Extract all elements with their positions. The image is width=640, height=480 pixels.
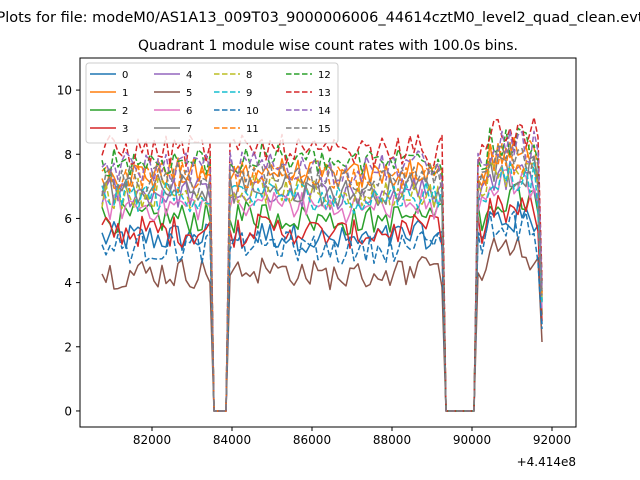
series-line-15 — [101, 143, 543, 412]
legend-label-4: 4 — [186, 70, 192, 81]
legend-label-5: 5 — [186, 88, 192, 99]
figure-suptitle: Plots for file: modeM0/AS1A13_009T03_900… — [0, 10, 640, 26]
x-tick-label: 88000 — [373, 433, 411, 447]
y-tick-label: 0 — [64, 404, 72, 418]
legend-label-15: 15 — [318, 124, 331, 135]
y-tick-label: 10 — [57, 84, 72, 98]
x-tick-label: 92000 — [533, 433, 571, 447]
x-axis-offset-label: +4.414e8 — [517, 455, 576, 469]
x-tick-label: 84000 — [213, 433, 251, 447]
legend-label-3: 3 — [122, 124, 128, 135]
plot-frame — [79, 57, 577, 428]
chart-title: Quadrant 1 module wise count rates with … — [138, 38, 518, 54]
x-axis: 82000 84000 86000 88000 90000 92000 — [133, 427, 571, 447]
legend-label-1: 1 — [122, 88, 128, 99]
legend-label-12: 12 — [318, 70, 331, 81]
legend-label-10: 10 — [246, 106, 259, 117]
y-tick-label: 8 — [64, 148, 72, 162]
legend-label-2: 2 — [122, 106, 128, 117]
series-line-12 — [101, 126, 543, 412]
x-tick-label: 86000 — [293, 433, 331, 447]
legend-label-13: 13 — [318, 88, 331, 99]
legend-label-0: 0 — [122, 70, 128, 81]
x-tick-label: 90000 — [453, 433, 491, 447]
y-tick-label: 6 — [64, 212, 72, 226]
y-tick-label: 2 — [64, 340, 72, 354]
legend-label-9: 9 — [246, 88, 252, 99]
legend-label-8: 8 — [246, 70, 252, 81]
legend-label-14: 14 — [318, 106, 331, 117]
y-axis: 0 2 4 6 8 10 — [57, 84, 80, 418]
legend-label-7: 7 — [186, 124, 192, 135]
x-tick-label: 82000 — [133, 433, 171, 447]
legend-box — [85, 62, 339, 144]
plot-lines — [101, 116, 543, 412]
legend-label-11: 11 — [246, 124, 259, 135]
y-tick-label: 4 — [64, 276, 72, 290]
legend-label-6: 6 — [186, 106, 192, 117]
